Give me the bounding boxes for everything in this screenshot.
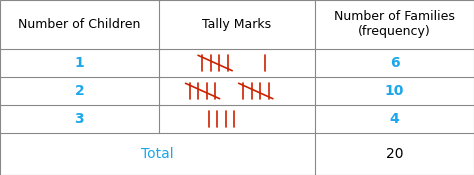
Text: 4: 4 <box>390 112 400 126</box>
Text: 10: 10 <box>385 84 404 98</box>
Text: 2: 2 <box>74 84 84 98</box>
Text: Tally Marks: Tally Marks <box>202 18 272 31</box>
Text: Number of Families
(frequency): Number of Families (frequency) <box>334 10 455 38</box>
Text: Total: Total <box>141 147 174 161</box>
Text: 20: 20 <box>386 147 403 161</box>
Text: Number of Children: Number of Children <box>18 18 141 31</box>
Text: 3: 3 <box>74 112 84 126</box>
Text: 6: 6 <box>390 56 400 70</box>
Text: 1: 1 <box>74 56 84 70</box>
